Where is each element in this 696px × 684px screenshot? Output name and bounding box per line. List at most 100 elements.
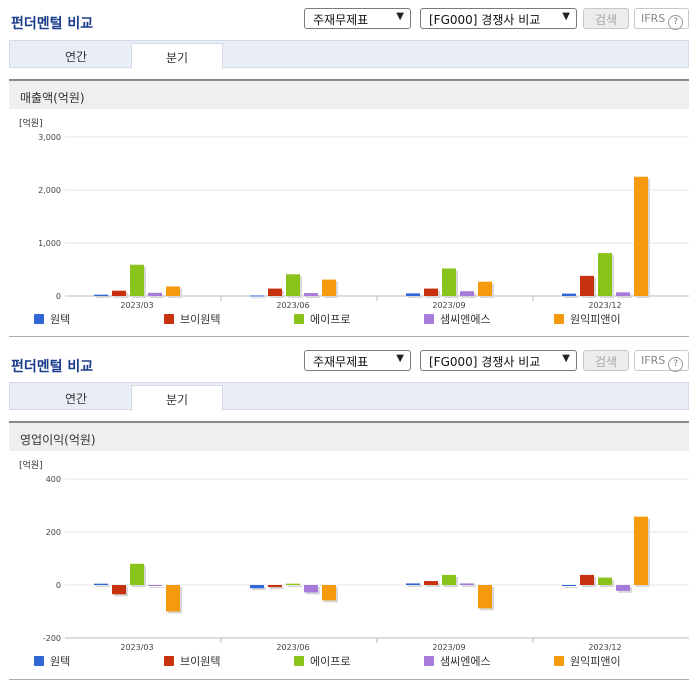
- y-tick-label: 0: [56, 581, 61, 590]
- bar-shadow: [618, 294, 632, 298]
- tab-quarterly[interactable]: 분기: [131, 385, 223, 411]
- y-unit-label: [억원]: [19, 459, 43, 471]
- bar-shadow: [306, 295, 320, 298]
- tab-quarterly[interactable]: 분기: [131, 43, 223, 69]
- tab-annual[interactable]: 연간: [64, 392, 88, 406]
- bar: [268, 288, 282, 296]
- bar-shadow: [288, 585, 302, 587]
- ifrs-help-button[interactable]: IFRS?: [634, 350, 689, 372]
- legend-swatch: [424, 656, 434, 666]
- ifrs-label: IFRS: [641, 12, 666, 25]
- bar: [130, 264, 144, 296]
- y-tick-label: 400: [46, 475, 61, 484]
- tab-annual[interactable]: 연간: [64, 50, 88, 64]
- bar: [634, 176, 648, 296]
- ifrs-help-button[interactable]: IFRS?: [634, 8, 689, 30]
- report-type-select[interactable]: 주재무제표 ▼: [304, 350, 411, 371]
- bar: [322, 585, 336, 601]
- x-tick-label: 2023/06: [276, 643, 309, 652]
- legend-swatch: [554, 656, 564, 666]
- report-type-select[interactable]: 주재무제표 ▼: [304, 8, 411, 29]
- y-tick-label: 200: [46, 528, 61, 537]
- search-button[interactable]: 검색: [583, 8, 629, 29]
- x-tick-label: 2023/03: [120, 301, 153, 310]
- y-tick-label: 2,000: [38, 186, 61, 195]
- select-value: [FG000] 경쟁사 비교: [429, 13, 541, 27]
- bar-shadow: [564, 295, 578, 298]
- bar-shadow: [252, 297, 266, 299]
- fundamental-section-revenue: 펀더멘털 비교 주재무제표 ▼ [FG000] 경쟁사 비교 ▼ 검색 IFRS…: [0, 0, 696, 340]
- help-icon: ?: [668, 15, 684, 30]
- legend-label: 원텍: [50, 313, 70, 326]
- legend-swatch: [34, 314, 44, 324]
- legend-swatch: [424, 314, 434, 324]
- bar: [616, 292, 630, 296]
- bar: [250, 585, 264, 589]
- chevron-down-icon: ▼: [396, 11, 404, 22]
- y-tick-label: 1,000: [38, 239, 61, 248]
- bar-shadow: [462, 585, 476, 587]
- ifrs-label: IFRS: [641, 354, 666, 367]
- period-tabbar: 연간 분기: [9, 40, 689, 69]
- bar: [94, 583, 108, 585]
- bar: [442, 268, 456, 296]
- chevron-down-icon: ▼: [562, 11, 570, 22]
- bar: [406, 293, 420, 296]
- bar-shadow: [96, 585, 110, 587]
- bar-shadow: [150, 294, 164, 298]
- compare-group-select[interactable]: [FG000] 경쟁사 비교 ▼: [420, 8, 577, 29]
- bar: [562, 293, 576, 296]
- operating-profit-bar-chart: [억원] -200 0 200 400 2023/03 2023/06 2023/09 2023…: [19, 459, 689, 668]
- compare-group-select[interactable]: [FG000] 경쟁사 비교 ▼: [420, 350, 577, 371]
- bar: [460, 583, 474, 585]
- bar: [442, 574, 456, 585]
- bar: [286, 583, 300, 585]
- bar-shadow: [426, 583, 440, 587]
- bar: [304, 585, 318, 593]
- legend-label: 브이원텍: [180, 313, 220, 326]
- y-tick-label: 3,000: [38, 133, 61, 142]
- legend-label: 샘씨엔에스: [440, 313, 491, 326]
- panel-title: 영업이익(억원): [9, 421, 689, 451]
- chevron-down-icon: ▼: [396, 353, 404, 364]
- bar: [562, 585, 576, 587]
- divider: [9, 336, 689, 337]
- bar: [268, 585, 282, 588]
- section-title: 펀더멘털 비교: [11, 16, 94, 32]
- bar: [166, 286, 180, 296]
- bar: [304, 293, 318, 296]
- bar-shadow: [564, 587, 578, 589]
- bar-shadow: [270, 587, 284, 590]
- bar: [616, 585, 630, 591]
- bar: [478, 585, 492, 609]
- x-tick-label: 2023/12: [588, 301, 621, 310]
- bar: [148, 292, 162, 296]
- period-tabbar: 연간 분기: [9, 382, 689, 411]
- select-value: 주재무제표: [313, 355, 369, 369]
- y-unit-label: [억원]: [19, 117, 43, 129]
- legend-label: 원텍: [50, 655, 70, 668]
- bar: [94, 294, 108, 296]
- bar: [112, 290, 126, 296]
- bar: [598, 253, 612, 296]
- legend-swatch: [554, 314, 564, 324]
- legend-label: 브이원텍: [180, 655, 220, 668]
- x-tick-label: 2023/12: [588, 643, 621, 652]
- legend-swatch: [294, 314, 304, 324]
- x-tick-label: 2023/09: [432, 643, 465, 652]
- bar: [250, 295, 264, 297]
- bar: [286, 274, 300, 296]
- bar-shadow: [408, 295, 422, 298]
- legend-swatch: [164, 656, 174, 666]
- chevron-down-icon: ▼: [562, 353, 570, 364]
- bar: [406, 583, 420, 585]
- bar: [130, 563, 144, 585]
- search-button[interactable]: 검색: [583, 350, 629, 371]
- legend-swatch: [34, 656, 44, 666]
- panel-title: 매출액(억원): [9, 79, 689, 109]
- y-tick-label: 0: [56, 292, 61, 301]
- help-icon: ?: [668, 357, 684, 372]
- select-value: 주재무제표: [313, 13, 369, 27]
- bar-shadow: [252, 587, 266, 591]
- bar: [112, 585, 126, 595]
